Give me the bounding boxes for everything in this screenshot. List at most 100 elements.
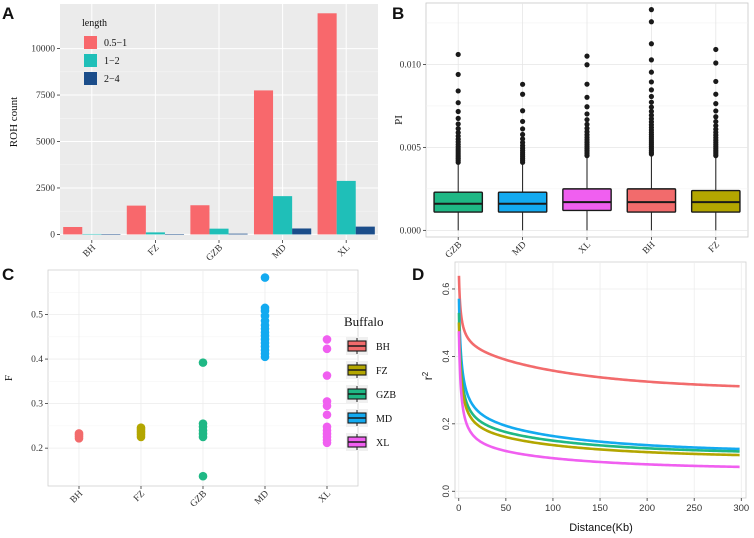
panel-c: C 0.2 0.3 0.4 0.5 BH FZ GZB MD XL F Buffalo BH F… — [2, 265, 396, 510]
outlier-bh — [648, 112, 655, 118]
point-md — [260, 303, 270, 313]
outlier-md — [520, 118, 526, 125]
panel-b: B 0.000 0.005 0.010 GZB MD XL BH FZ PI — [392, 2, 749, 261]
panel-d-xtick-label: 250 — [686, 503, 702, 514]
panel-b-ytick-label: 0.005 — [400, 143, 422, 153]
outlier-fz — [713, 78, 719, 85]
outlier-bh — [648, 57, 655, 63]
outlier-fz — [713, 60, 719, 66]
box-bh — [626, 188, 677, 213]
panel-d-plot-area — [454, 261, 747, 499]
panel-a-xtick-label: GZB — [205, 243, 226, 264]
panel-a-xtick-label: FZ — [147, 243, 162, 258]
panel-c-ytick-label: 0.4 — [31, 355, 43, 365]
panel-d-xtick-label: 50 — [501, 503, 512, 514]
panel-c-xtick-label: GZB — [189, 489, 210, 510]
panel-d-label: D — [412, 265, 424, 284]
panel-d-ytick-label: 0.6 — [441, 283, 451, 296]
panel-d-ytick-label: 0.4 — [441, 350, 451, 363]
outlier-bh — [648, 104, 655, 110]
panel-c-xtick-label: XL — [317, 489, 333, 505]
point-xl — [322, 422, 332, 432]
bar-bh-bin3 — [101, 234, 121, 235]
panel-a-ylabel: ROH count — [8, 97, 20, 147]
point-bh — [74, 429, 84, 438]
legend-title-buffalo: Buffalo — [344, 314, 383, 329]
bar-bh-bin1 — [63, 226, 83, 235]
outlier-md — [520, 108, 526, 114]
outlier-gzb — [455, 71, 461, 78]
ld-line-gzb — [457, 312, 740, 453]
legend-label-xl: XL — [376, 438, 389, 449]
outlier-gzb — [455, 108, 461, 115]
panel-a-ytick-label: 5000 — [36, 138, 55, 148]
panel-c-label: C — [2, 265, 14, 284]
outlier-bh — [648, 79, 655, 85]
legend-label-fz: FZ — [376, 366, 388, 377]
panel-a-label: A — [2, 4, 14, 23]
outlier-md — [520, 131, 526, 138]
legend-label-bin1: 0.5−1 — [104, 38, 127, 49]
panel-d: D 0.0 0.2 0.4 0.6 0 50 100 150 200 250 300 Distan… — [412, 261, 749, 534]
outlier-fz — [713, 108, 719, 114]
ld-line-md — [457, 298, 740, 451]
box-xl — [562, 188, 612, 212]
point-fz — [136, 423, 146, 432]
legend-swatch-bin1 — [84, 36, 97, 49]
panel-b-xtick-label: XL — [577, 240, 593, 256]
panel-a: A 0 2500 5000 7500 10000 BH FZ GZB MD XL ROH cou… — [2, 4, 378, 264]
panel-b-xtick-label: MD — [511, 240, 529, 258]
point-xl — [322, 397, 332, 406]
outlier-bh — [648, 87, 655, 93]
outlier-fz — [713, 118, 719, 125]
outlier-fz — [713, 114, 719, 120]
box-md — [497, 191, 548, 213]
outlier-gzb — [455, 115, 461, 121]
panel-c-ytick-label: 0.2 — [31, 444, 43, 454]
bar-fz-bin2 — [145, 232, 165, 235]
legend-label-md: MD — [376, 414, 392, 425]
outlier-xl — [584, 117, 590, 123]
legend-label-gzb: GZB — [376, 390, 396, 401]
panel-a-ytick-label: 10000 — [31, 45, 55, 55]
panel-c-ytick-label: 0.3 — [31, 400, 43, 410]
legend-label-bh: BH — [376, 342, 390, 353]
bar-gzb-bin3 — [228, 233, 248, 235]
outlier-bh — [648, 99, 655, 105]
panel-d-xlabel: Distance(Kb) — [569, 522, 633, 534]
panel-d-xtick-label: 200 — [639, 503, 655, 514]
outlier-bh — [648, 93, 655, 100]
ld-line-bh — [457, 275, 740, 388]
outlier-gzb — [455, 88, 461, 94]
point-gzb — [198, 471, 208, 481]
panel-a-ytick-label: 2500 — [36, 184, 55, 194]
panel-b-label: B — [392, 4, 404, 23]
outlier-bh — [648, 41, 655, 47]
panel-d-ytick-label: 0.0 — [441, 485, 451, 498]
outlier-md — [520, 91, 526, 97]
outlier-max-xl — [584, 53, 590, 59]
outlier-max-fz — [713, 46, 719, 53]
point-xl — [322, 371, 332, 380]
panel-d-xtick-label: 0 — [456, 503, 461, 514]
point-gzb — [198, 358, 208, 367]
bar-xl-bin2 — [336, 180, 356, 235]
point-gzb — [198, 419, 208, 428]
outlier-bh — [648, 108, 655, 114]
outlier-md — [520, 126, 526, 132]
bar-md-bin1 — [253, 90, 274, 235]
bar-md-bin3 — [292, 228, 312, 235]
bar-md-bin2 — [273, 196, 293, 235]
bar-gzb-bin2 — [209, 228, 229, 235]
panel-d-xtick-label: 100 — [545, 503, 561, 514]
point-xl — [322, 344, 332, 354]
bar-fz-bin3 — [164, 234, 185, 235]
panel-d-xtick-label: 150 — [592, 503, 608, 514]
outlier-md — [520, 139, 526, 146]
outlier-fz — [713, 123, 719, 129]
panel-c-ytick-label: 0.5 — [31, 311, 43, 321]
point-md — [260, 273, 270, 282]
legend-swatch-bin2 — [84, 54, 97, 67]
outlier-xl — [584, 62, 590, 68]
panel-b-ytick-label: 0.010 — [400, 60, 422, 70]
